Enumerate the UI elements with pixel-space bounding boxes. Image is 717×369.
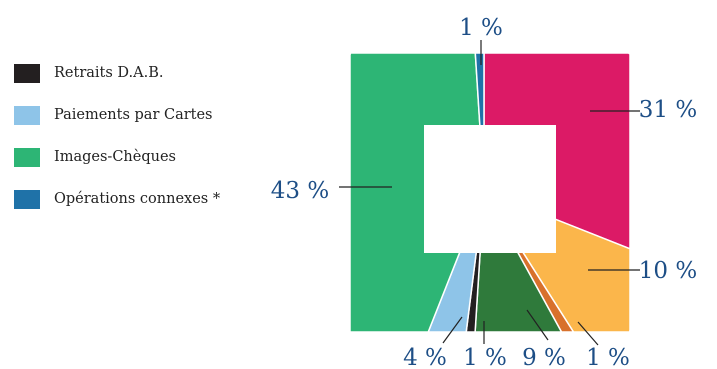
legend-swatch	[14, 147, 40, 167]
legend-swatch	[14, 189, 40, 209]
slice-percent-label: 9 %	[522, 345, 566, 369]
leader-line	[442, 316, 463, 344]
legend-label: Paiements par Cartes	[54, 107, 213, 123]
slice-percent-label: 31 %	[639, 97, 697, 123]
legend-swatch	[14, 63, 40, 83]
leader-line	[577, 321, 599, 346]
chart-labels: 31 % 10 % 1 % 9 % 1 % 4 % 43 % 1 %	[271, 15, 697, 369]
slice-percent-label: 43 %	[271, 178, 329, 204]
legend-item-retraits: Retraits D.A.B.	[14, 52, 264, 94]
slice-percent-label: 1 %	[586, 345, 630, 369]
chart-leader-lines	[339, 40, 640, 346]
legend-label: Opérations connexes *	[54, 191, 221, 207]
legend-item-operations-connexes: Opérations connexes *	[14, 178, 264, 220]
legend-swatch	[14, 105, 40, 125]
legend-item-images-cheques: Images-Chèques	[14, 136, 264, 178]
slice-percent-label: 1 %	[463, 345, 507, 369]
leader-line	[526, 309, 549, 341]
chart-center-hole	[424, 125, 556, 253]
legend-label: Images-Chèques	[54, 149, 176, 165]
slice-percent-label: 10 %	[639, 258, 697, 284]
legend-label: Retraits D.A.B.	[54, 65, 164, 81]
slice-percent-label: 4 %	[403, 345, 447, 369]
legend-item-paiements: Paiements par Cartes	[14, 94, 264, 136]
legend: Retraits D.A.B. Paiements par Cartes Ima…	[14, 52, 264, 220]
slice-percent-label: 1 %	[459, 15, 503, 41]
pie-slice	[349, 52, 485, 333]
